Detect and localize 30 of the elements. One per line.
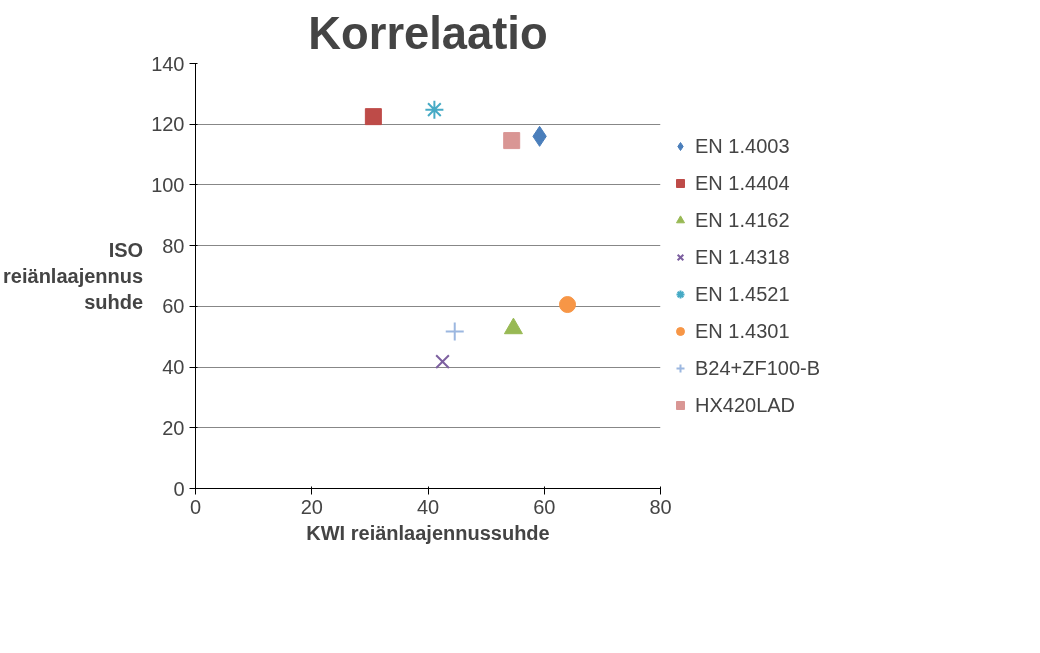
- x-tick-label: 0: [189, 495, 202, 518]
- y-axis-title: ISO reiänlaajennus suhde: [3, 238, 144, 314]
- legend-label: EN 1.4318: [695, 245, 790, 269]
- y-tick-label: 0: [173, 477, 185, 500]
- x-tick-label: 20: [300, 495, 323, 518]
- y-tick-label: 120: [151, 113, 185, 136]
- y-tick-label: 100: [151, 173, 185, 196]
- y-tick-label: 60: [162, 295, 185, 318]
- legend-label: HX420LAD: [695, 393, 796, 417]
- x-axis-title: KWI reiänlaajennussuhde: [306, 521, 550, 544]
- point: [503, 132, 521, 150]
- point: [435, 354, 450, 369]
- point: [444, 321, 465, 342]
- point: [559, 296, 576, 314]
- point: [424, 99, 445, 120]
- legend-label: EN 1.4521: [695, 282, 790, 306]
- x-tick-label: 60: [533, 495, 556, 518]
- chart-title: Korrelaatio: [308, 7, 548, 59]
- legend-label: EN 1.4404: [695, 171, 790, 195]
- y-tick-label: 80: [162, 234, 185, 257]
- x-tick-label: 80: [649, 495, 672, 518]
- legend-label: EN 1.4162: [695, 208, 790, 232]
- legend-label: B24+ZF100-B: [695, 356, 821, 380]
- legend-label: EN 1.4003: [695, 134, 790, 158]
- y-tick-label: 40: [162, 356, 185, 379]
- point: [364, 108, 382, 126]
- y-tick-label: 140: [151, 52, 185, 75]
- y-tick-label: 20: [162, 416, 185, 439]
- legend-label: EN 1.4301: [695, 319, 790, 343]
- x-tick-label: 40: [416, 495, 440, 518]
